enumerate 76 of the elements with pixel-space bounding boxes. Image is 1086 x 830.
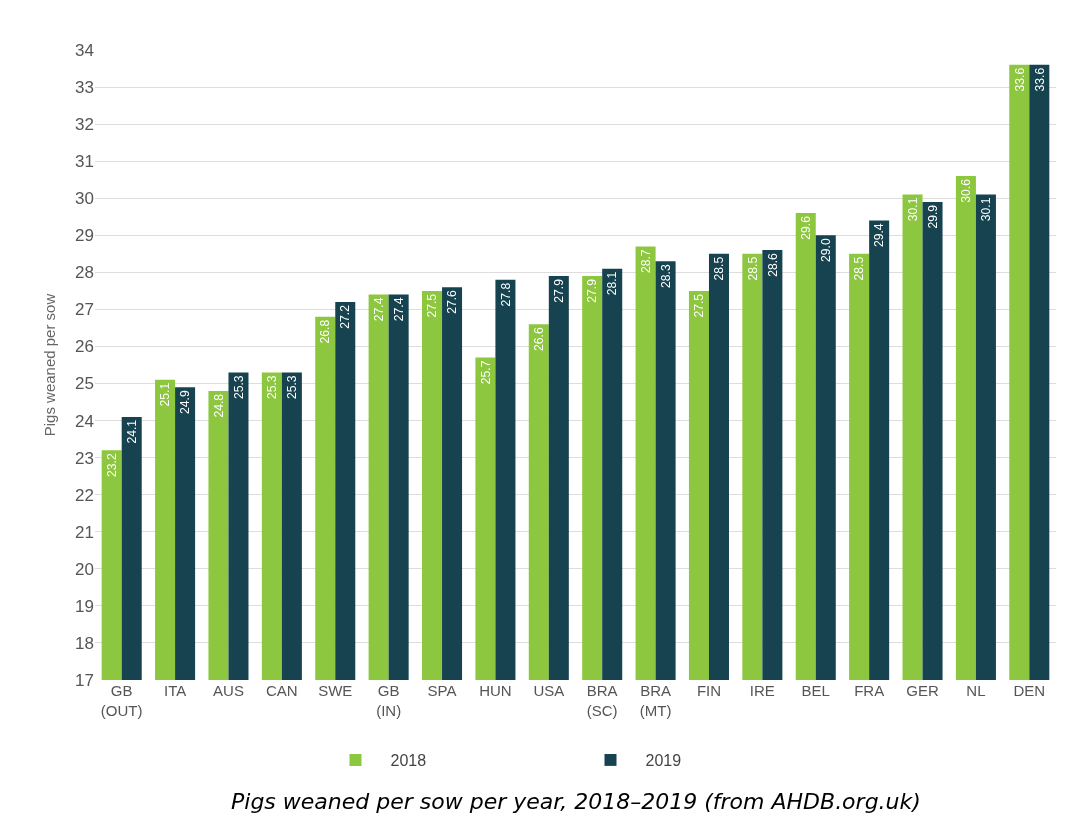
data-label: 30.6 [959, 178, 974, 203]
data-label: 27.2 [338, 304, 353, 329]
y-tick-label: 28 [75, 263, 94, 283]
data-label: 33.6 [1032, 67, 1047, 92]
x-tick-label: CAN [266, 682, 298, 699]
y-tick-label: 32 [75, 115, 94, 135]
legend-label: 2018 [390, 752, 427, 770]
x-tick-label: SWE [318, 682, 353, 699]
data-label: 26.8 [318, 319, 333, 344]
x-tick-label: BEL [801, 682, 830, 699]
x-tick-label: GB (IN) [376, 682, 402, 719]
x-tick-label: DEN [1013, 682, 1046, 699]
data-label: 23.2 [104, 453, 119, 477]
x-tick-label: BRA (SC) [586, 682, 618, 719]
x-tick-label: USA [533, 682, 565, 699]
legend-label: 2019 [645, 752, 682, 770]
y-tick-label: 21 [75, 522, 94, 542]
data-label: 24.9 [178, 390, 193, 414]
y-tick-label: 29 [75, 226, 94, 246]
text: Pigs weaned per sow per year, 2018–2019 (from AHDB.org.uk) [231, 789, 921, 814]
data-label: 27.6 [445, 289, 460, 314]
data-label: 30.1 [905, 197, 920, 222]
x-tick-label: SPA [427, 682, 457, 699]
x-tick-label: GER [906, 682, 939, 699]
y-tick-label: 18 [75, 633, 94, 653]
x-tick-label: IRE [749, 682, 775, 699]
data-label: 28.5 [712, 256, 727, 281]
x-tick-label: FIN [696, 682, 722, 699]
data-label: 28.7 [638, 249, 653, 274]
data-label: 24.8 [211, 393, 226, 418]
data-label: 29.6 [798, 215, 813, 240]
data-label: 27.4 [371, 297, 386, 322]
data-label: 24.1 [124, 419, 139, 444]
y-tick-label: 30 [75, 189, 94, 209]
data-label: 25.3 [231, 375, 246, 400]
data-label: 29.0 [818, 238, 833, 262]
x-tick-label: ITA [163, 682, 187, 699]
data-label: 26.6 [532, 327, 546, 351]
y-tick-label: 31 [75, 152, 94, 172]
x-tick-label: FRA [854, 682, 885, 699]
data-label: 27.5 [425, 293, 440, 318]
y-tick-label: 27 [75, 300, 94, 320]
data-label: 28.5 [852, 256, 867, 281]
data-label: 27.4 [391, 297, 406, 322]
data-label: 30.1 [979, 197, 994, 222]
data-label: 33.6 [1012, 67, 1027, 92]
data-label: 27.5 [692, 293, 707, 318]
data-label: 28.6 [765, 252, 780, 277]
data-label: 25.3 [285, 375, 300, 400]
data-label: 27.8 [498, 282, 513, 307]
y-tick-label: 22 [75, 485, 94, 505]
x-tick-label: BRA (MT) [639, 682, 672, 719]
y-tick-label: 20 [75, 559, 94, 579]
data-label: 28.1 [605, 271, 620, 296]
y-tick-label: 33 [75, 78, 94, 98]
data-label: 27.9 [552, 278, 567, 303]
y-tick-label: 26 [75, 337, 94, 357]
data-label: 25.7 [478, 360, 493, 385]
data-label: 28.5 [745, 256, 760, 281]
y-tick-label: 24 [75, 411, 94, 431]
x-tick-label: HUN [479, 682, 512, 699]
y-axis-title: Pigs weaned per sow [41, 293, 59, 437]
data-label: 29.9 [925, 204, 940, 229]
x-tick-label: AUS [213, 682, 244, 699]
data-label: 28.3 [658, 264, 673, 288]
y-tick-label: 19 [75, 596, 94, 616]
data-label: 25.1 [158, 382, 173, 407]
data-label: 29.4 [872, 223, 887, 248]
y-tick-label: 17 [75, 670, 94, 690]
y-tick-label: 23 [75, 448, 94, 468]
x-tick-label: NL [966, 682, 986, 699]
data-label: 27.9 [585, 278, 600, 303]
data-label: 25.3 [265, 375, 280, 400]
x-tick-label: GB (OUT) [100, 682, 143, 719]
y-tick-label: 25 [75, 374, 94, 394]
y-tick-label: 34 [75, 40, 94, 60]
